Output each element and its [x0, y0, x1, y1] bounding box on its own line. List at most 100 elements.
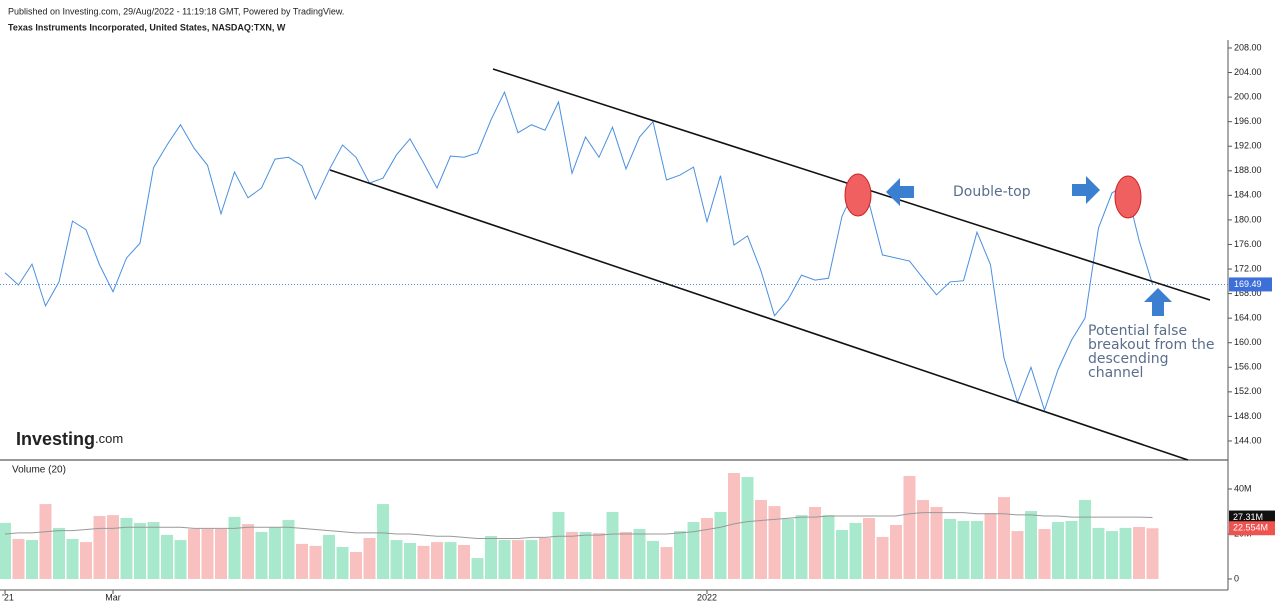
volume-bar [944, 518, 956, 579]
volume-bar [647, 540, 659, 579]
volume-bar [39, 504, 52, 579]
volume-bar [363, 538, 376, 579]
volume-bar [93, 515, 106, 579]
volume-ma-line [4, 512, 1153, 539]
volume-bar [809, 506, 821, 579]
volume-bar [890, 524, 902, 579]
volume-bar [1106, 531, 1118, 579]
volume-bar [687, 522, 700, 579]
volume-bar [984, 513, 997, 579]
volume-bar [863, 518, 875, 579]
volume-bar [350, 551, 362, 579]
volume-bar [674, 531, 686, 579]
volume-bar [1133, 527, 1145, 579]
volume-bar [822, 515, 835, 579]
volume-bar [741, 477, 754, 579]
volume-bar [1079, 500, 1091, 579]
volume-bar [201, 529, 214, 579]
volume-bar [849, 522, 862, 579]
logo-suffix: .com [95, 431, 123, 446]
volume-bar [701, 518, 713, 579]
volume-bar [390, 540, 403, 579]
volume-bar [512, 540, 524, 579]
volume-title: Volume (20) [12, 465, 66, 476]
volume-bar [1092, 527, 1105, 579]
y-tick-label: 0 [1234, 573, 1239, 583]
price-panel: 144.00 148.00 152.00 156.00 160.00 164.00 168.… [0, 42, 1272, 602]
volume-bar [660, 547, 673, 579]
note-line: breakout from the [1088, 337, 1215, 353]
volume-bar [620, 531, 632, 579]
volume-bar [107, 515, 119, 579]
y-tick-label: 200.00 [1234, 91, 1262, 101]
symbol-title: Texas Instruments Incorporated, United S… [8, 22, 286, 32]
arrow-up [1144, 288, 1172, 316]
y-tick-label: 204.00 [1234, 67, 1262, 77]
volume-bar [768, 506, 781, 579]
volume-bar [755, 500, 767, 579]
volume-bar [525, 540, 538, 579]
volume-bar [579, 531, 592, 579]
y-tick-label: 160.00 [1234, 337, 1262, 347]
last-price-box [1229, 277, 1272, 292]
volume-bar [215, 529, 227, 579]
volume-bar [242, 524, 254, 579]
double-top-label: Double-top [953, 184, 1031, 200]
last-price-label: 169.49 [1234, 279, 1262, 289]
volume-bar [296, 543, 308, 579]
x-tick-label: 2022 [697, 592, 717, 602]
volume-bar [309, 545, 322, 579]
volume-bar [417, 545, 430, 579]
volume-bar [876, 536, 889, 579]
logo: Investing.com [16, 429, 123, 449]
volume-bar [147, 522, 160, 579]
note-line: descending [1088, 351, 1169, 367]
volume-bar [188, 529, 200, 579]
volume-bar [0, 522, 11, 579]
volume-bar [1119, 527, 1132, 579]
top-marker [1114, 175, 1142, 219]
volume-bar [161, 534, 173, 579]
volume-bar [539, 538, 551, 579]
published-note: Published on Investing.com, 29/Aug/2022 … [8, 6, 344, 16]
y-tick-label: 172.00 [1234, 263, 1262, 273]
volume-bar [593, 533, 605, 579]
y-tick-label: 188.00 [1234, 165, 1262, 175]
y-tick-label: 152.00 [1234, 386, 1262, 396]
volume-bar [782, 518, 794, 579]
volume-bar [485, 536, 497, 579]
volume-bar [377, 504, 389, 579]
volume-bar [1146, 528, 1159, 579]
arrow-right [1072, 176, 1100, 204]
volume-bar [957, 520, 970, 579]
volume-bar [12, 538, 25, 579]
y-tick-label: 184.00 [1234, 190, 1262, 200]
y-tick-label: 196.00 [1234, 116, 1262, 126]
volume-bar [431, 542, 443, 579]
volume-bar [174, 540, 187, 579]
volume-bar [471, 558, 484, 579]
volume-bar [606, 511, 619, 579]
volume-bar [458, 545, 470, 579]
volume-bar [444, 542, 457, 579]
ma-last-label: 27.31M [1233, 512, 1263, 522]
volume-label-box [1229, 521, 1275, 536]
volume-bar [66, 538, 79, 579]
note-line: channel [1088, 365, 1143, 381]
volume-bar [903, 475, 916, 579]
channel-lower [329, 169, 1189, 461]
note-line: Potential false [1088, 323, 1187, 339]
price-line [4, 90, 1153, 412]
x-tick-label: Mar [105, 592, 121, 602]
logo-brand: Investing [16, 429, 95, 449]
y-tick-label: 148.00 [1234, 411, 1262, 421]
y-tick-label: 168.00 [1234, 288, 1262, 298]
x-tick-label: '21 [2, 592, 14, 602]
ma-label-box [1229, 510, 1275, 525]
volume-bar [80, 542, 92, 579]
volume-bar [917, 500, 929, 579]
volume-bar [566, 531, 578, 579]
volume-bar [336, 547, 349, 579]
volume-bar [53, 527, 65, 579]
